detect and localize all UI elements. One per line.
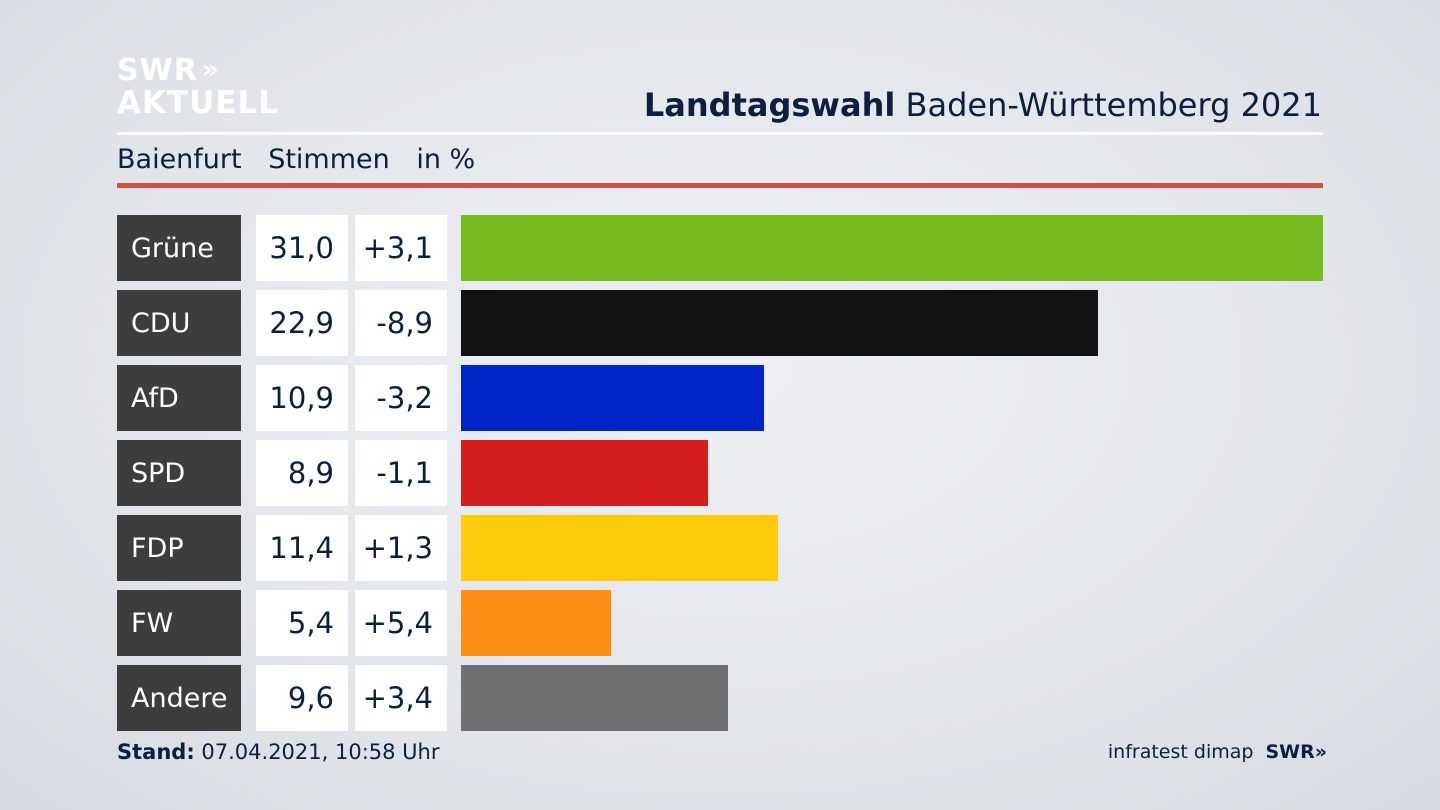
result-bar [461,665,728,731]
party-label: AfD [117,365,241,431]
timestamp-value: 07.04.2021, 10:58 Uhr [194,740,440,764]
vote-share-value: 9,6 [256,665,348,731]
timestamp-label: Stand: [117,740,195,764]
result-row: AfD 10,9 -3,2 [117,365,1323,431]
brand-chevron-icon: » [1314,741,1327,763]
unit-label: in % [416,144,476,175]
vote-change-value: -8,9 [355,290,447,356]
party-label: SPD [117,440,241,506]
result-row: FDP 11,4 +1,3 [117,515,1323,581]
vote-change-value: -3,2 [355,365,447,431]
vote-share-value: 22,9 [256,290,348,356]
vote-share-value: 5,4 [256,590,348,656]
place-label: Baienfurt [117,144,242,175]
result-bar [461,590,611,656]
chart-title-rest: Baden-Württemberg 2021 [895,86,1323,124]
source-text: infratest dimap [1107,741,1254,763]
vote-change-value: +5,4 [355,590,447,656]
result-bar [461,440,708,506]
party-label: Andere [117,665,241,731]
brand-text: SWR [1265,741,1315,763]
result-row: Andere 9,6 +3,4 [117,665,1323,731]
vote-share-value: 31,0 [256,215,348,281]
party-label: Grüne [117,215,241,281]
swr-aktuell-logo: SWR» AKTUELL [117,54,279,120]
result-bar [461,290,1098,356]
chart-title-bold: Landtagswahl [643,86,896,124]
result-row: Grüne 31,0 +3,1 [117,215,1323,281]
swr-brand: SWR» [1265,741,1327,763]
vote-change-value: +3,4 [355,665,447,731]
header-divider [117,132,1323,135]
metric-label: Stimmen [268,144,390,175]
vote-change-value: -1,1 [355,440,447,506]
party-label: CDU [117,290,241,356]
result-row: FW 5,4 +5,4 [117,590,1323,656]
result-bar [461,215,1323,281]
subheader: Baienfurt Stimmen in % [117,144,493,175]
timestamp: Stand: 07.04.2021, 10:58 Uhr [117,740,440,764]
accent-divider [117,183,1323,188]
vote-share-value: 10,9 [256,365,348,431]
vote-change-value: +3,1 [355,215,447,281]
result-row: SPD 8,9 -1,1 [117,440,1323,506]
result-bar [461,515,778,581]
source-credit: infratest dimap SWR» [1107,741,1327,763]
logo-swr-text: SWR [117,53,198,88]
chart-title: Landtagswahl Baden-Württemberg 2021 [644,86,1322,124]
vote-share-value: 11,4 [256,515,348,581]
logo-aktuell-text: AKTUELL [117,85,280,121]
vote-share-value: 8,9 [256,440,348,506]
party-label: FDP [117,515,241,581]
logo-chevron-icon: » [201,55,219,85]
result-row: CDU 22,9 -8,9 [117,290,1323,356]
result-bar [461,365,764,431]
vote-change-value: +1,3 [355,515,447,581]
party-label: FW [117,590,241,656]
